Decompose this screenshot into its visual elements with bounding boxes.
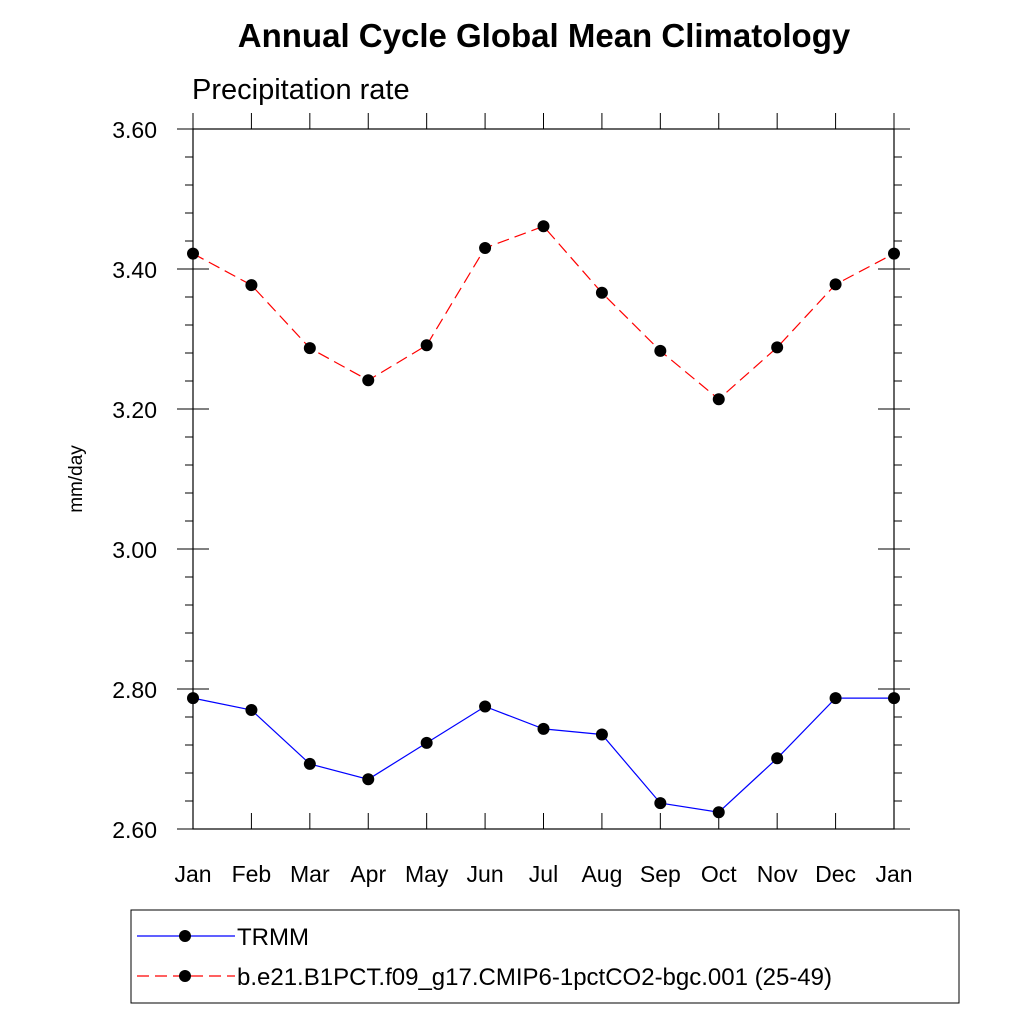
chart-title: Annual Cycle Global Mean Climatology [238,17,851,54]
x-tick-label: Dec [815,861,856,887]
series-line-1 [192,225,895,400]
x-tick-label: Sep [640,861,681,887]
series-1-point [187,247,199,260]
x-tick-label: Apr [350,861,386,887]
x-tick-label: Feb [232,861,272,887]
series-0-point [654,797,667,810]
series-1-point [537,220,550,233]
series-1-point [829,278,842,291]
series-0-point [187,692,199,705]
x-tick-label: Jan [875,861,912,887]
series-1-point [362,374,375,387]
y-tick-label: 3.60 [112,117,157,143]
x-tick-label: Nov [757,861,798,887]
x-tick-label: Jul [529,861,558,887]
series-0-point [829,692,842,705]
legend: TRMM b.e21.B1PCT.f09_g17.CMIP6-1pctCO2-bg… [130,909,960,1004]
series-layer [187,220,900,819]
x-tick-label: Aug [581,861,622,887]
legend-items: TRMM b.e21.B1PCT.f09_g17.CMIP6-1pctCO2-bg… [137,924,832,991]
x-tick-label: Jan [174,861,211,887]
x-tick-labels: Jan Feb Mar Apr May Jun Jul Aug Sep Oct Nov Dec Jan [174,861,912,887]
series-0-point [245,704,258,716]
series-1-point [479,242,492,254]
legend-marker-1 [179,970,191,982]
legend-marker-0 [179,930,191,942]
series-1-point [303,342,316,355]
series-line-0 [192,697,894,813]
x-tick-label: Mar [290,861,330,887]
y-tick-label: 3.00 [112,537,157,563]
y-tick-label: 3.20 [112,397,157,423]
series-1-point [771,341,784,354]
x-tick-label: Jun [467,861,504,887]
series-0-point [888,692,900,705]
series-1-point [595,286,608,299]
series-0-point [712,806,725,819]
chart-subtitle: Precipitation rate [192,74,410,106]
legend-label-1: b.e21.B1PCT.f09_g17.CMIP6-1pctCO2-bgc.00… [237,964,832,991]
y-axis-label: mm/day [66,445,87,513]
x-tick-label: Oct [701,861,737,887]
series-0-point [537,722,550,735]
series-0-point [595,728,608,741]
series-0-point [303,757,316,770]
series-0-point [420,736,433,749]
y-tick-label: 2.80 [112,677,157,703]
legend-label-0: TRMM [237,924,309,951]
series-0-point [479,700,492,713]
series-1-point [712,393,725,406]
axis-ticks [177,113,910,830]
y-tick-label: 3.40 [112,257,157,283]
y-tick-labels: 2.60 2.80 3.00 3.20 3.40 3.60 [112,117,157,843]
series-1-point [245,279,258,292]
y-tick-label: 2.60 [112,817,157,843]
series-0-point [771,752,784,765]
series-1-point [654,344,667,357]
series-1-point [888,247,900,260]
series-1-point [420,339,433,352]
series-0-point [362,773,375,786]
legend-box [130,909,960,1004]
x-tick-label: May [405,861,449,887]
